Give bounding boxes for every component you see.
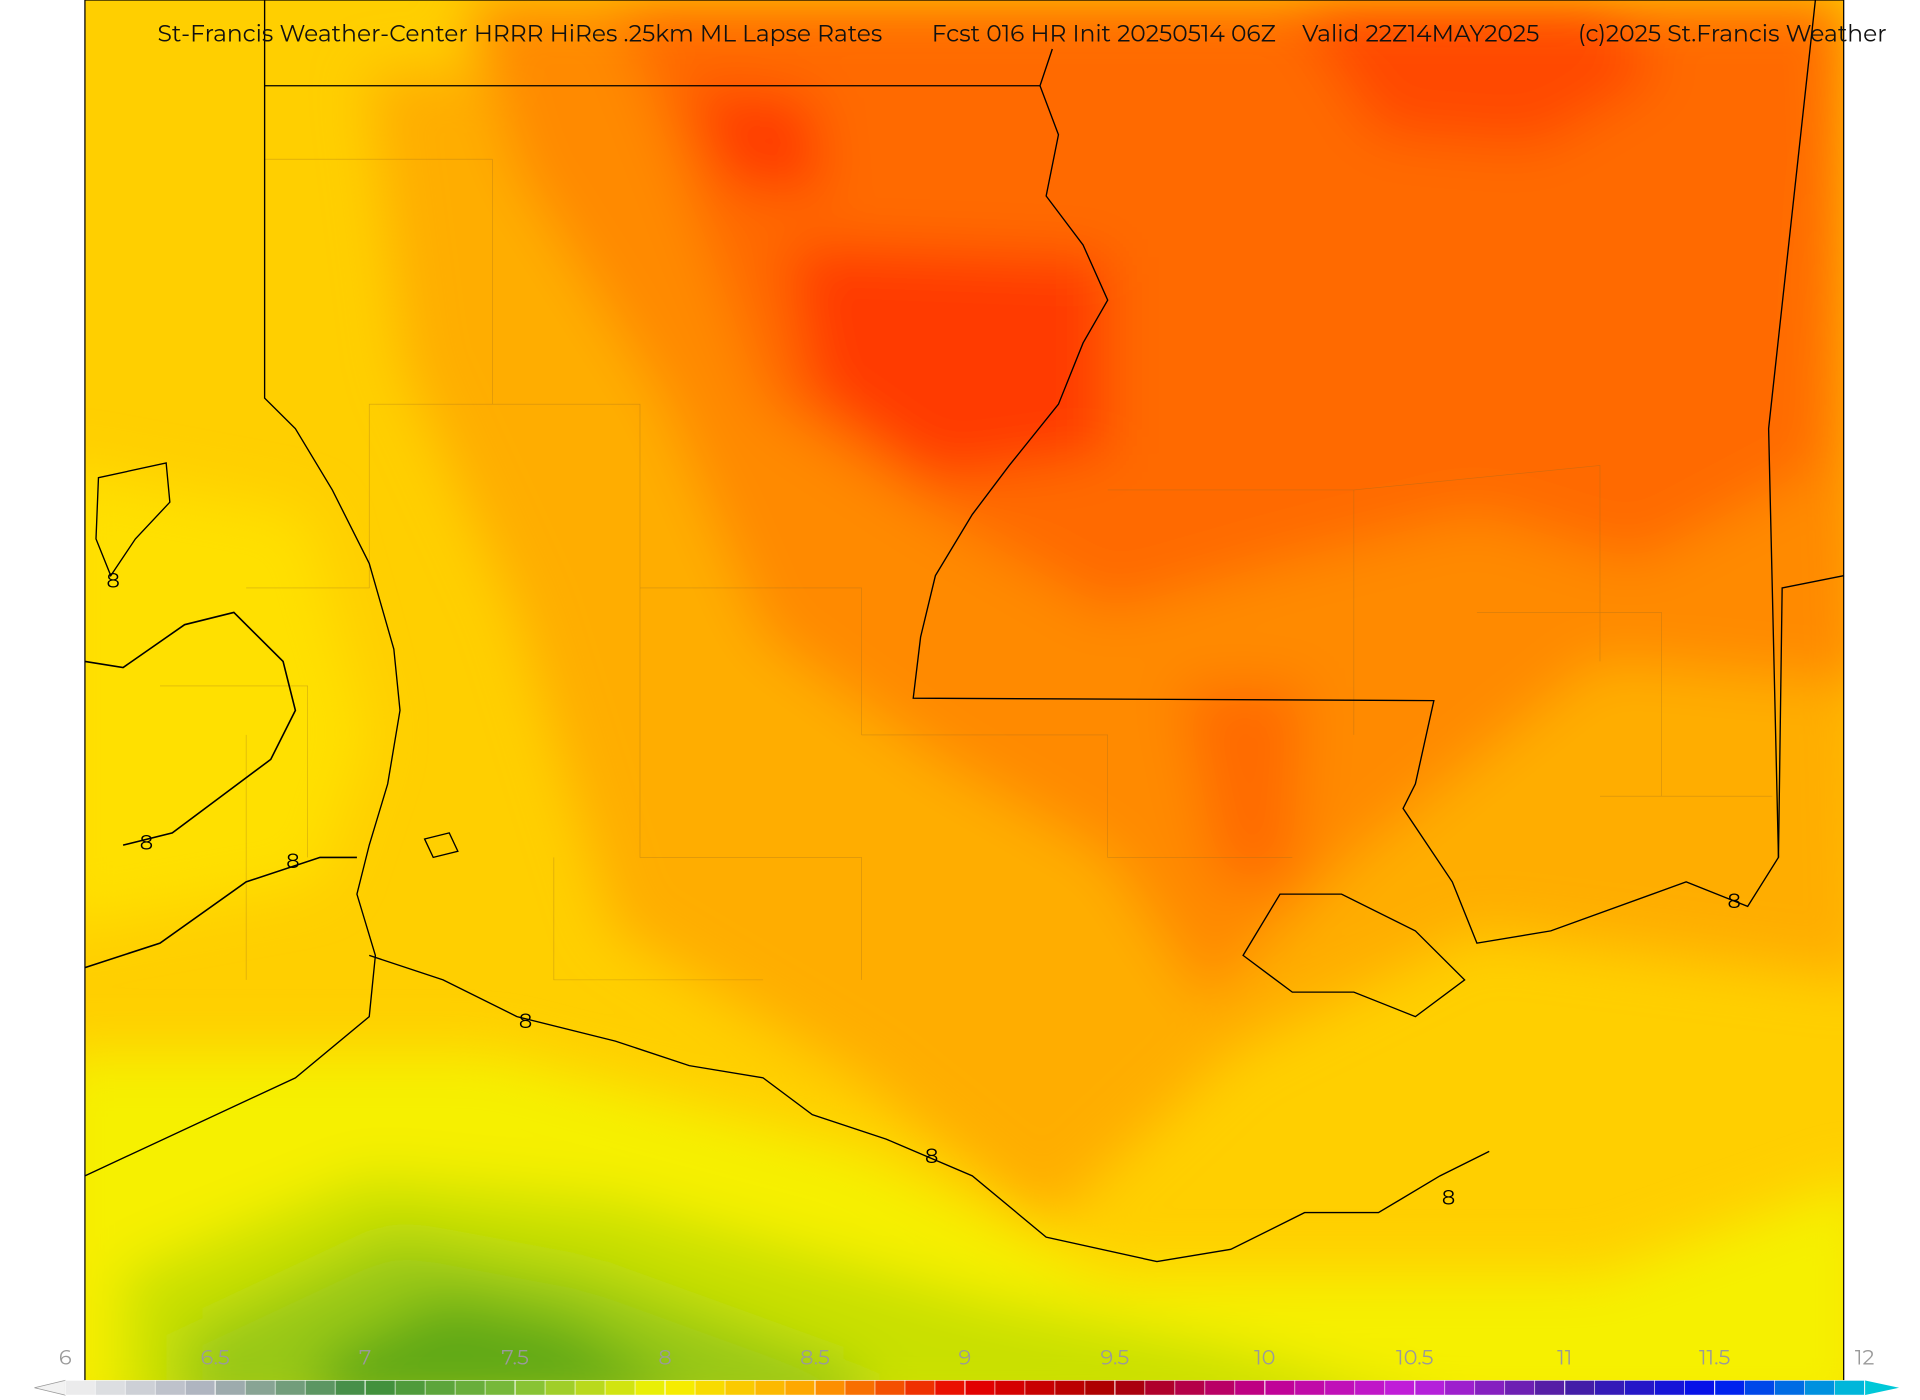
color-swatch — [394, 1380, 426, 1396]
color-swatch — [1264, 1380, 1296, 1396]
colorbar-tick-label: 8.5 — [800, 1346, 830, 1371]
color-swatch — [1594, 1380, 1626, 1396]
color-swatch — [364, 1380, 396, 1396]
colorbar-tick-label: 11.5 — [1699, 1346, 1730, 1371]
color-swatch — [1384, 1380, 1416, 1396]
color-swatch — [664, 1380, 696, 1396]
state-borders — [84, 0, 1844, 1263]
color-swatch — [514, 1380, 546, 1396]
color-swatch — [844, 1380, 876, 1396]
color-swatch — [994, 1380, 1026, 1396]
colorbar-tick-label: 9 — [959, 1346, 972, 1371]
color-swatch — [784, 1380, 816, 1396]
color-swatch — [484, 1380, 516, 1396]
color-swatch — [604, 1380, 636, 1396]
color-swatch — [1714, 1380, 1746, 1396]
colorbar-tick-label: 10.5 — [1396, 1346, 1433, 1371]
color-swatch — [1144, 1380, 1176, 1396]
colorbar-tick-label: 11 — [1557, 1346, 1572, 1371]
credit: (c)2025 St.Francis Weather — [1578, 19, 1887, 48]
color-swatch — [964, 1380, 996, 1396]
color-swatch — [184, 1380, 216, 1396]
colorbar-extend-high — [1864, 1380, 1900, 1396]
color-swatch — [574, 1380, 606, 1396]
color-swatch — [1204, 1380, 1236, 1396]
color-swatch — [94, 1380, 126, 1396]
colorbar: 6 6.5 7 7.5 8 8.5 9 9.5 10 10.5 11 11.5 12 — [34, 1346, 1900, 1396]
color-swatch — [694, 1380, 726, 1396]
color-swatch — [1654, 1380, 1686, 1396]
forecast-time: Fcst 016 HR Init 20250514 06Z — [932, 19, 1276, 48]
color-swatch — [1084, 1380, 1116, 1396]
color-swatch — [634, 1380, 666, 1396]
contour-label: 8 — [1442, 1186, 1455, 1211]
color-swatch — [154, 1380, 186, 1396]
color-swatch — [424, 1380, 456, 1396]
color-swatch — [904, 1380, 936, 1396]
color-swatch — [1624, 1380, 1656, 1396]
color-swatch — [1114, 1380, 1146, 1396]
color-swatch — [1294, 1380, 1326, 1396]
color-swatch — [1834, 1380, 1866, 1396]
color-swatch — [1744, 1380, 1776, 1396]
colorbar-tick-label: 6.5 — [201, 1346, 230, 1371]
color-swatch — [1534, 1380, 1566, 1396]
contour-label: 8 — [286, 849, 299, 874]
color-swatch — [274, 1380, 306, 1396]
color-swatch — [814, 1380, 846, 1396]
color-swatch — [1024, 1380, 1056, 1396]
colorbar-tick-label: 6 — [59, 1346, 72, 1371]
color-swatch — [454, 1380, 486, 1396]
contour-label: 8 — [925, 1144, 938, 1169]
color-swatch — [1174, 1380, 1206, 1396]
color-swatch — [1324, 1380, 1356, 1396]
color-swatch — [1804, 1380, 1836, 1396]
colorbar-tick-label: 7 — [359, 1346, 371, 1371]
color-swatch — [1564, 1380, 1596, 1396]
color-swatch — [214, 1380, 246, 1396]
color-swatch — [304, 1380, 336, 1396]
color-swatch — [244, 1380, 276, 1396]
map-title: St-Francis Weather-Center HRRR HiRes .25… — [158, 19, 883, 48]
color-swatch — [874, 1380, 906, 1396]
contour-labels: 8 8 8 8 8 8 8 — [107, 568, 1741, 1210]
color-swatch — [334, 1380, 366, 1396]
color-swatch — [1234, 1380, 1266, 1396]
colorbar-tick-label: 8 — [658, 1346, 671, 1371]
contour-label: 8 — [107, 568, 120, 593]
color-swatch — [1414, 1380, 1446, 1396]
county-lines — [160, 158, 1773, 981]
colorbar-tick-label: 9.5 — [1100, 1346, 1129, 1371]
color-swatch — [1684, 1380, 1716, 1396]
color-swatch — [1474, 1380, 1506, 1396]
colorbar-tick-label: 12 — [1855, 1346, 1875, 1371]
contour-label: 8 — [519, 1009, 532, 1034]
color-swatch — [1354, 1380, 1386, 1396]
lapse-rate-field — [84, 0, 1844, 1382]
colorbar-extend-low — [34, 1379, 66, 1396]
color-swatch — [1444, 1380, 1476, 1396]
contour-8 — [84, 611, 357, 969]
color-swatch — [1504, 1380, 1536, 1396]
color-swatch — [1054, 1380, 1086, 1396]
colorbar-tick-label: 10 — [1254, 1346, 1275, 1371]
contour-label: 8 — [1727, 889, 1740, 914]
color-swatch — [544, 1380, 576, 1396]
color-swatch — [64, 1380, 96, 1396]
color-swatch — [934, 1380, 966, 1396]
valid-time: Valid 22Z14MAY2025 — [1302, 19, 1539, 48]
colorbar-tick-label: 7.5 — [501, 1346, 528, 1371]
contour-label: 8 — [140, 830, 153, 855]
color-swatch — [724, 1380, 756, 1396]
color-swatch — [754, 1380, 786, 1396]
color-swatch — [124, 1380, 156, 1396]
color-swatch — [1774, 1380, 1806, 1396]
